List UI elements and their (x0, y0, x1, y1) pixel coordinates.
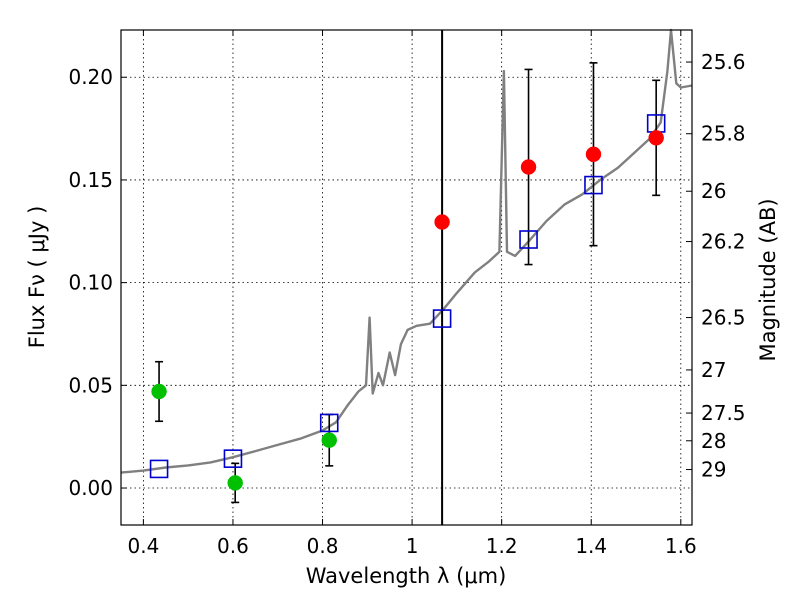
mag-tick-label: 28 (701, 429, 726, 453)
y2-axis-label: Magnitude (AB) (756, 198, 780, 361)
mag-tick-label: 26.5 (701, 306, 746, 330)
data-point-marker (227, 475, 243, 491)
x-tick-label: 1.6 (665, 534, 697, 558)
model-square-marker (519, 230, 538, 249)
data-point-marker (434, 214, 450, 230)
model-square-marker (432, 309, 452, 328)
x-tick-label: 1.4 (575, 534, 607, 558)
data-point-marker (585, 146, 602, 163)
model-square-marker (223, 449, 243, 468)
data-point-marker (321, 432, 337, 448)
y-tick-label: 0.05 (68, 373, 113, 397)
x-tick-label: 0.6 (217, 534, 249, 558)
x-tick-label: 0.8 (307, 534, 339, 558)
plot-frame (120, 29, 693, 526)
mag-tick-label: 26 (701, 179, 726, 203)
mag-tick-label: 25.6 (701, 50, 746, 74)
mag-tick-label: 25.8 (701, 122, 746, 146)
model-square-marker (584, 175, 603, 195)
spectrum-line (120, 28, 693, 474)
data-point-marker (648, 130, 664, 146)
x-tick-label: 1.2 (486, 534, 518, 558)
mag-tick-label: 27.5 (701, 401, 746, 425)
x-tick-label: 1 (406, 534, 419, 558)
y-tick-label: 0.20 (68, 65, 113, 89)
x-tick-label: 0.4 (127, 534, 159, 558)
x-axis-label: Wavelength λ (μm) (306, 564, 507, 588)
y-tick-label: 0.10 (68, 271, 113, 295)
y-tick-label: 0.00 (68, 476, 113, 500)
data-point-marker (520, 159, 537, 175)
y-axis-label: Flux Fν ( μJy ) (25, 206, 49, 349)
model-square-marker (149, 459, 169, 479)
y-tick-label: 0.15 (68, 168, 113, 192)
axis-ticks (121, 30, 692, 525)
plot-area (120, 28, 693, 525)
model-square-marker (319, 413, 339, 433)
grid-lines (121, 30, 692, 525)
data-point-marker (151, 383, 167, 400)
tick-labels: 0.4 0.6 0.8 1 1.2 1.4 1.6 0.00 0.05 0.10 0.15 0.20 2… (68, 50, 745, 558)
mag-tick-label: 27 (701, 358, 726, 382)
mag-tick-label: 26.2 (701, 230, 746, 254)
mag-tick-label: 29 (701, 458, 726, 482)
